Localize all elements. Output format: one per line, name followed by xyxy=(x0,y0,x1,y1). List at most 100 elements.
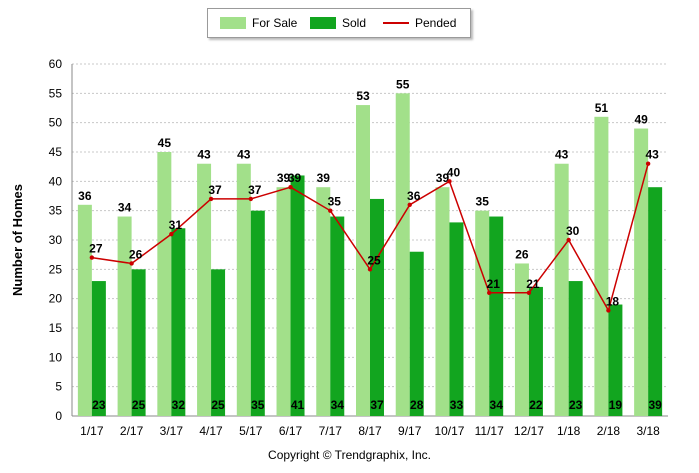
data-label-pended: 27 xyxy=(89,242,103,256)
data-label-sold: 33 xyxy=(450,398,464,412)
data-label-pended: 26 xyxy=(129,247,143,261)
legend-line-pended xyxy=(383,22,409,24)
data-label-sold: 35 xyxy=(251,398,265,412)
legend-label-for-sale: For Sale xyxy=(252,16,298,30)
x-tick-label: 1/17 xyxy=(80,424,104,438)
bar-for-sale xyxy=(514,263,529,416)
x-tick-label: 10/17 xyxy=(434,424,464,438)
bar-for-sale xyxy=(157,152,172,416)
data-label-for-sale: 39 xyxy=(317,171,331,185)
bar-sold xyxy=(171,228,186,416)
data-label-sold: 28 xyxy=(410,398,424,412)
data-label-for-sale: 53 xyxy=(356,89,370,103)
point-pended xyxy=(526,290,532,295)
bar-sold xyxy=(648,187,663,416)
data-label-for-sale: 36 xyxy=(78,189,92,203)
data-label-pended: 31 xyxy=(169,218,183,232)
bar-for-sale xyxy=(276,187,291,416)
legend-item-pended: Pended xyxy=(383,9,456,37)
data-label-pended: 30 xyxy=(566,224,580,238)
data-label-for-sale: 43 xyxy=(237,148,251,162)
bar-for-sale xyxy=(554,163,569,416)
x-tick-label: 12/17 xyxy=(514,424,544,438)
y-tick-label: 50 xyxy=(49,116,63,130)
bar-for-sale xyxy=(395,93,410,416)
x-tick-label: 5/17 xyxy=(239,424,263,438)
y-tick-label: 35 xyxy=(49,204,63,218)
bar-for-sale xyxy=(236,163,251,416)
y-axis-title: Number of Homes xyxy=(10,184,25,296)
bar-for-sale xyxy=(356,105,370,417)
data-label-pended: 37 xyxy=(248,183,262,197)
legend-swatch-for-sale xyxy=(220,17,246,29)
bar-sold xyxy=(131,269,146,416)
bar-sold xyxy=(211,269,226,416)
x-tick-label: 4/17 xyxy=(199,424,223,438)
data-label-sold: 37 xyxy=(370,398,384,412)
data-label-pended: 18 xyxy=(606,294,620,308)
x-tick-label: 7/17 xyxy=(319,424,343,438)
point-pended xyxy=(487,290,492,295)
bar-sold xyxy=(250,210,265,416)
x-tick-label: 6/17 xyxy=(279,424,303,438)
data-label-sold: 25 xyxy=(211,398,225,412)
point-pended xyxy=(447,179,452,184)
data-label-for-sale: 49 xyxy=(634,113,648,127)
y-tick-label: 25 xyxy=(49,262,63,276)
data-label-for-sale: 34 xyxy=(118,201,132,215)
point-pended xyxy=(208,196,214,202)
x-tick-label: 9/17 xyxy=(398,424,422,438)
y-tick-label: 45 xyxy=(49,145,63,159)
data-label-sold: 39 xyxy=(648,398,662,412)
x-tick-label: 2/17 xyxy=(120,424,144,438)
point-pended xyxy=(367,267,373,272)
x-tick-label: 3/18 xyxy=(636,424,660,438)
point-pended xyxy=(248,196,253,202)
data-label-pended: 40 xyxy=(447,165,461,179)
bar-sold xyxy=(528,286,543,416)
data-label-sold: 23 xyxy=(92,398,106,412)
data-label-sold: 41 xyxy=(291,398,305,412)
data-label-for-sale: 51 xyxy=(595,101,609,115)
bar-sold xyxy=(489,216,504,416)
data-label-for-sale: 45 xyxy=(158,136,172,150)
data-label-pended: 21 xyxy=(487,277,501,291)
legend-item-sold: Sold xyxy=(310,9,366,37)
bar-sold xyxy=(91,281,106,416)
point-pended xyxy=(606,308,611,313)
data-label-pended: 36 xyxy=(407,189,421,203)
point-pended xyxy=(89,255,95,260)
bar-sold xyxy=(290,175,305,416)
x-tick-label: 1/18 xyxy=(557,424,581,438)
y-tick-label: 60 xyxy=(49,57,63,71)
bar-sold xyxy=(330,216,345,416)
data-label-sold: 25 xyxy=(132,398,146,412)
bar-for-sale xyxy=(316,187,331,416)
data-label-sold: 22 xyxy=(529,398,543,412)
data-label-sold: 32 xyxy=(172,398,186,412)
data-label-for-sale: 39 xyxy=(436,171,450,185)
legend-label-sold: Sold xyxy=(342,16,367,30)
y-tick-label: 40 xyxy=(49,174,63,188)
bar-for-sale xyxy=(117,216,132,416)
data-label-pended: 39 xyxy=(288,171,302,185)
data-label-pended: 37 xyxy=(208,183,222,197)
bar-for-sale xyxy=(197,163,212,416)
y-tick-label: 20 xyxy=(49,292,63,306)
data-label-for-sale: 35 xyxy=(476,195,490,209)
x-tick-label: 11/17 xyxy=(475,424,504,438)
bar-sold xyxy=(409,251,424,416)
data-label-for-sale: 43 xyxy=(555,148,569,162)
chart-legend: For Sale Sold Pended xyxy=(207,8,471,38)
y-tick-label: 5 xyxy=(55,380,62,394)
point-pended xyxy=(288,185,293,190)
data-label-for-sale: 26 xyxy=(515,247,529,261)
point-pended xyxy=(169,231,174,237)
y-tick-label: 55 xyxy=(49,86,63,100)
data-label-for-sale: 39 xyxy=(277,171,291,185)
data-label-for-sale: 43 xyxy=(197,148,211,162)
point-pended xyxy=(328,208,333,213)
bar-sold xyxy=(449,222,464,416)
point-pended xyxy=(645,161,651,166)
data-label-pended: 35 xyxy=(328,195,342,209)
